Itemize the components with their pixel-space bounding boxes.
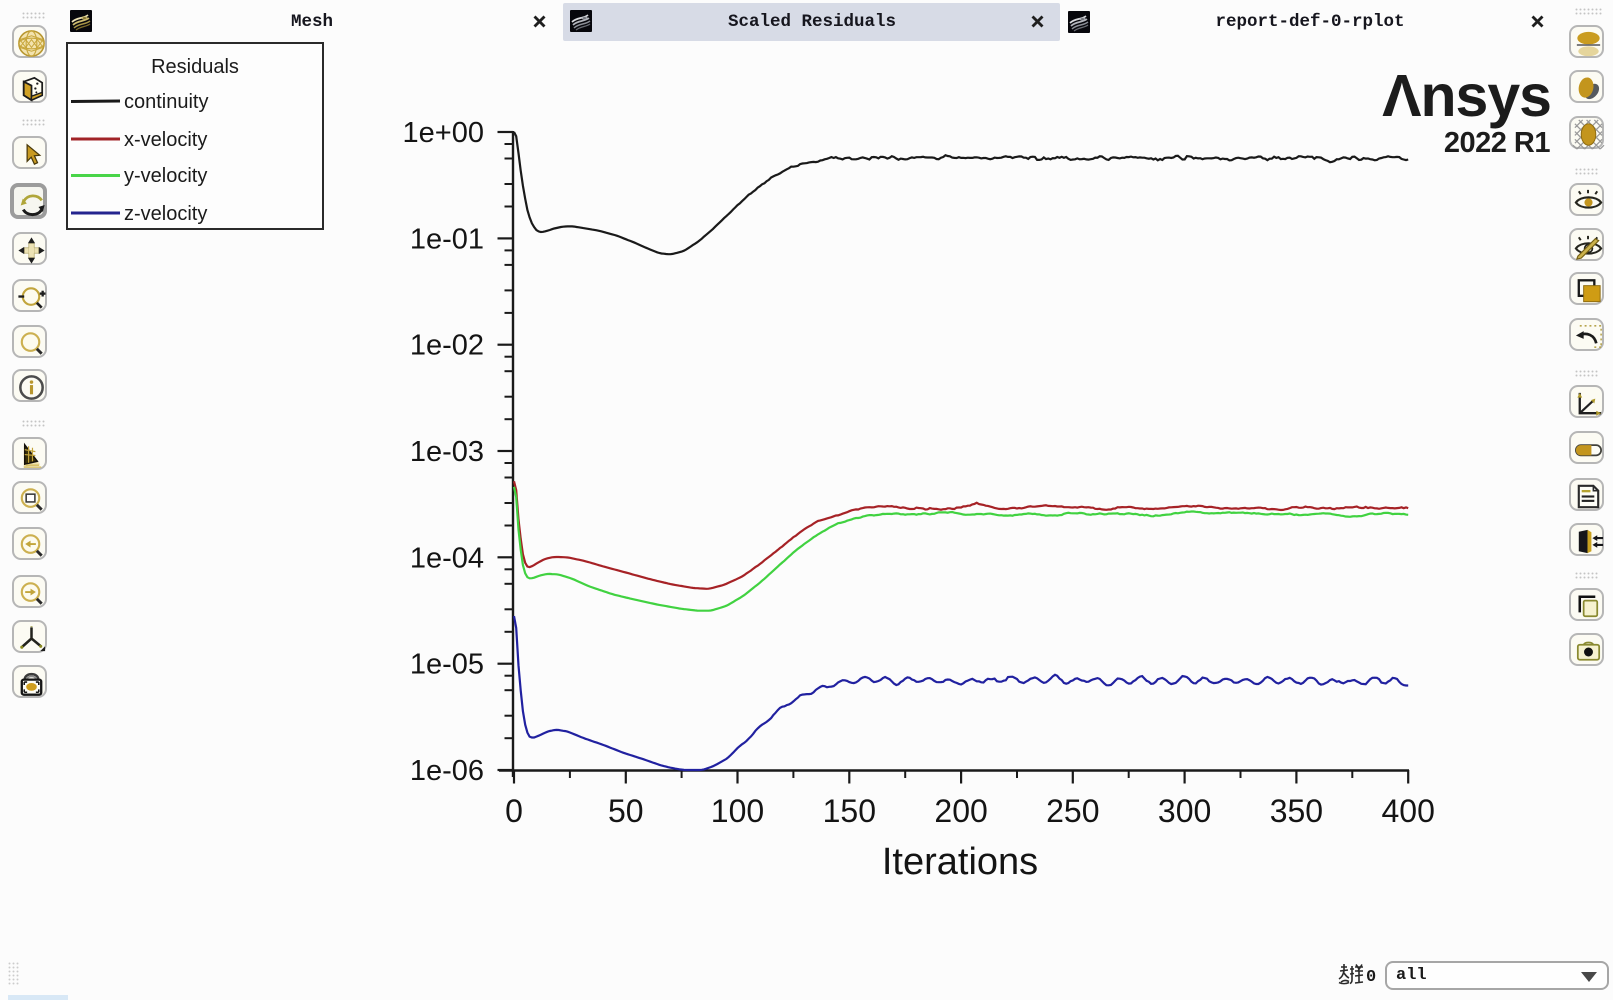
svg-text:0: 0 xyxy=(505,793,523,829)
svg-text:1e-06: 1e-06 xyxy=(410,755,484,787)
svg-text:1e+00: 1e+00 xyxy=(403,117,484,149)
svg-text:50: 50 xyxy=(608,793,644,829)
svg-text:150: 150 xyxy=(823,793,876,829)
svg-text:200: 200 xyxy=(934,793,987,829)
svg-text:400: 400 xyxy=(1382,793,1435,829)
svg-text:100: 100 xyxy=(711,793,764,829)
svg-text:Iterations: Iterations xyxy=(882,841,1038,883)
svg-text:0: 0 xyxy=(1366,968,1376,985)
svg-text:1e-05: 1e-05 xyxy=(410,649,484,681)
svg-text:1e-04: 1e-04 xyxy=(410,542,484,574)
svg-text:1e-02: 1e-02 xyxy=(410,330,484,362)
svg-text:350: 350 xyxy=(1270,793,1323,829)
svg-text:250: 250 xyxy=(1046,793,1099,829)
svg-text:1e-01: 1e-01 xyxy=(410,223,484,255)
svg-text:300: 300 xyxy=(1158,793,1211,829)
svg-text:1e-03: 1e-03 xyxy=(410,436,484,468)
